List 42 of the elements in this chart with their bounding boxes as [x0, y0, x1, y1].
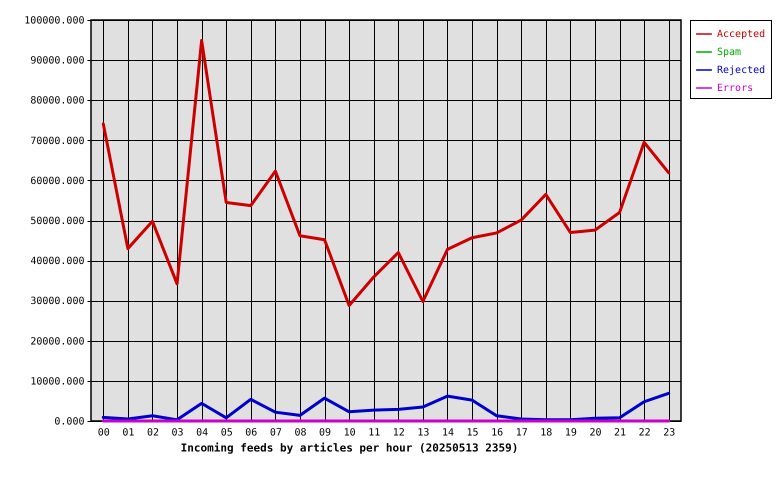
y-tick-label: 70000.000 [30, 136, 84, 147]
x-tick-label: 02 [146, 428, 159, 438]
y-tick-label: 50000.000 [30, 216, 84, 227]
x-tick-label: 05 [220, 428, 233, 438]
legend-label: Accepted [717, 29, 766, 40]
y-tick-label: 0.000 [54, 416, 84, 428]
y-tick-label: 80000.000 [30, 96, 84, 107]
y-tick-label: 10000.000 [30, 376, 84, 388]
x-tick-label: 17 [516, 428, 528, 438]
x-tick-label: 03 [172, 428, 184, 438]
x-tick-label: 12 [392, 428, 405, 438]
x-tick-label: 13 [417, 428, 430, 438]
y-tick-label: 40000.000 [30, 256, 84, 268]
x-tick-label: 07 [270, 428, 282, 438]
x-tick-label: 10 [344, 428, 356, 438]
x-tick-label: 23 [663, 428, 676, 438]
x-tick-label: 08 [294, 428, 306, 438]
x-tick-label: 11 [368, 428, 380, 438]
x-tick-label: 19 [564, 428, 577, 438]
y-tick-label: 100000.000 [24, 16, 84, 26]
x-tick-label: 21 [614, 428, 626, 438]
y-tick-label: 30000.000 [30, 296, 84, 308]
legend-label: Errors [717, 83, 754, 94]
x-tick-label: 20 [589, 428, 602, 438]
x-axis-title: Incoming feeds by articles per hour (20250513 2359) [180, 442, 518, 454]
x-tick-label: 22 [638, 428, 651, 438]
y-tick-label: 60000.000 [30, 176, 84, 187]
x-tick-label: 01 [122, 428, 134, 438]
line-series [102, 38, 670, 308]
x-tick-label: 06 [245, 428, 258, 438]
x-tick-label: 09 [319, 428, 332, 438]
line-series [102, 392, 670, 422]
x-tick-label: 16 [491, 428, 504, 438]
legend-label: Rejected [717, 65, 766, 76]
y-tick-label: 20000.000 [30, 336, 84, 348]
x-tick-label: 04 [196, 428, 208, 438]
legend-label: Spam [717, 47, 742, 58]
y-tick-label: 90000.000 [30, 56, 84, 67]
x-tick-label: 18 [540, 428, 552, 438]
x-tick-label: 14 [442, 428, 454, 438]
x-tick-label: 15 [466, 428, 479, 438]
x-tick-label: 00 [98, 428, 110, 438]
